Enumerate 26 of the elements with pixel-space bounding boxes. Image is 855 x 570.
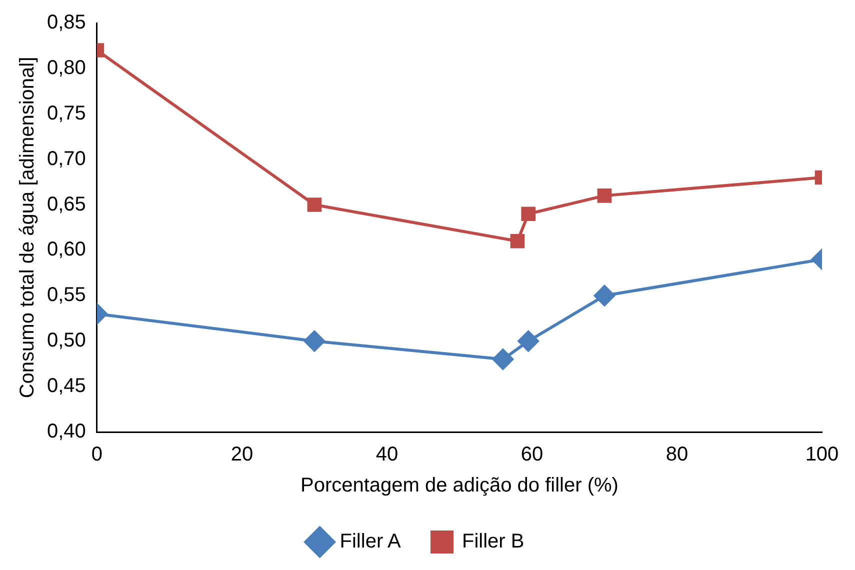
y-tick-label: 0,40: [46, 420, 86, 443]
point: [521, 206, 536, 222]
y-tick-label: 0,45: [46, 375, 86, 398]
point: [597, 188, 612, 203]
x-tick-label: 60: [520, 444, 544, 466]
y-tick-label: 0,75: [46, 102, 86, 124]
y-axis-title: Consumo total de água [adimensional]: [16, 56, 39, 398]
x-tick-label: 0: [91, 444, 102, 466]
x-tick-label: 100: [805, 444, 839, 466]
y-tick-label: 0,85: [46, 12, 86, 34]
y-tick-label: 0,80: [46, 56, 86, 79]
x-tick-label: 40: [376, 444, 398, 466]
x-tick-label: 80: [666, 444, 688, 466]
point: [492, 348, 514, 370]
y-tick-label: 0,55: [46, 284, 86, 306]
point: [594, 285, 615, 306]
legend-label: Filler A: [340, 530, 402, 553]
point: [510, 234, 525, 248]
x-axis-title: Porcentagem de adição do filler (%): [300, 474, 618, 497]
y-tick-label: 0,50: [46, 330, 86, 352]
y-tick-label: 0,60: [46, 238, 86, 261]
y-tick-label: 0,70: [46, 148, 86, 170]
point: [518, 330, 539, 352]
y-tick-label: 0,65: [46, 193, 86, 216]
x-tick-label: 20: [230, 444, 254, 466]
legend-label: Filler B: [462, 530, 524, 553]
